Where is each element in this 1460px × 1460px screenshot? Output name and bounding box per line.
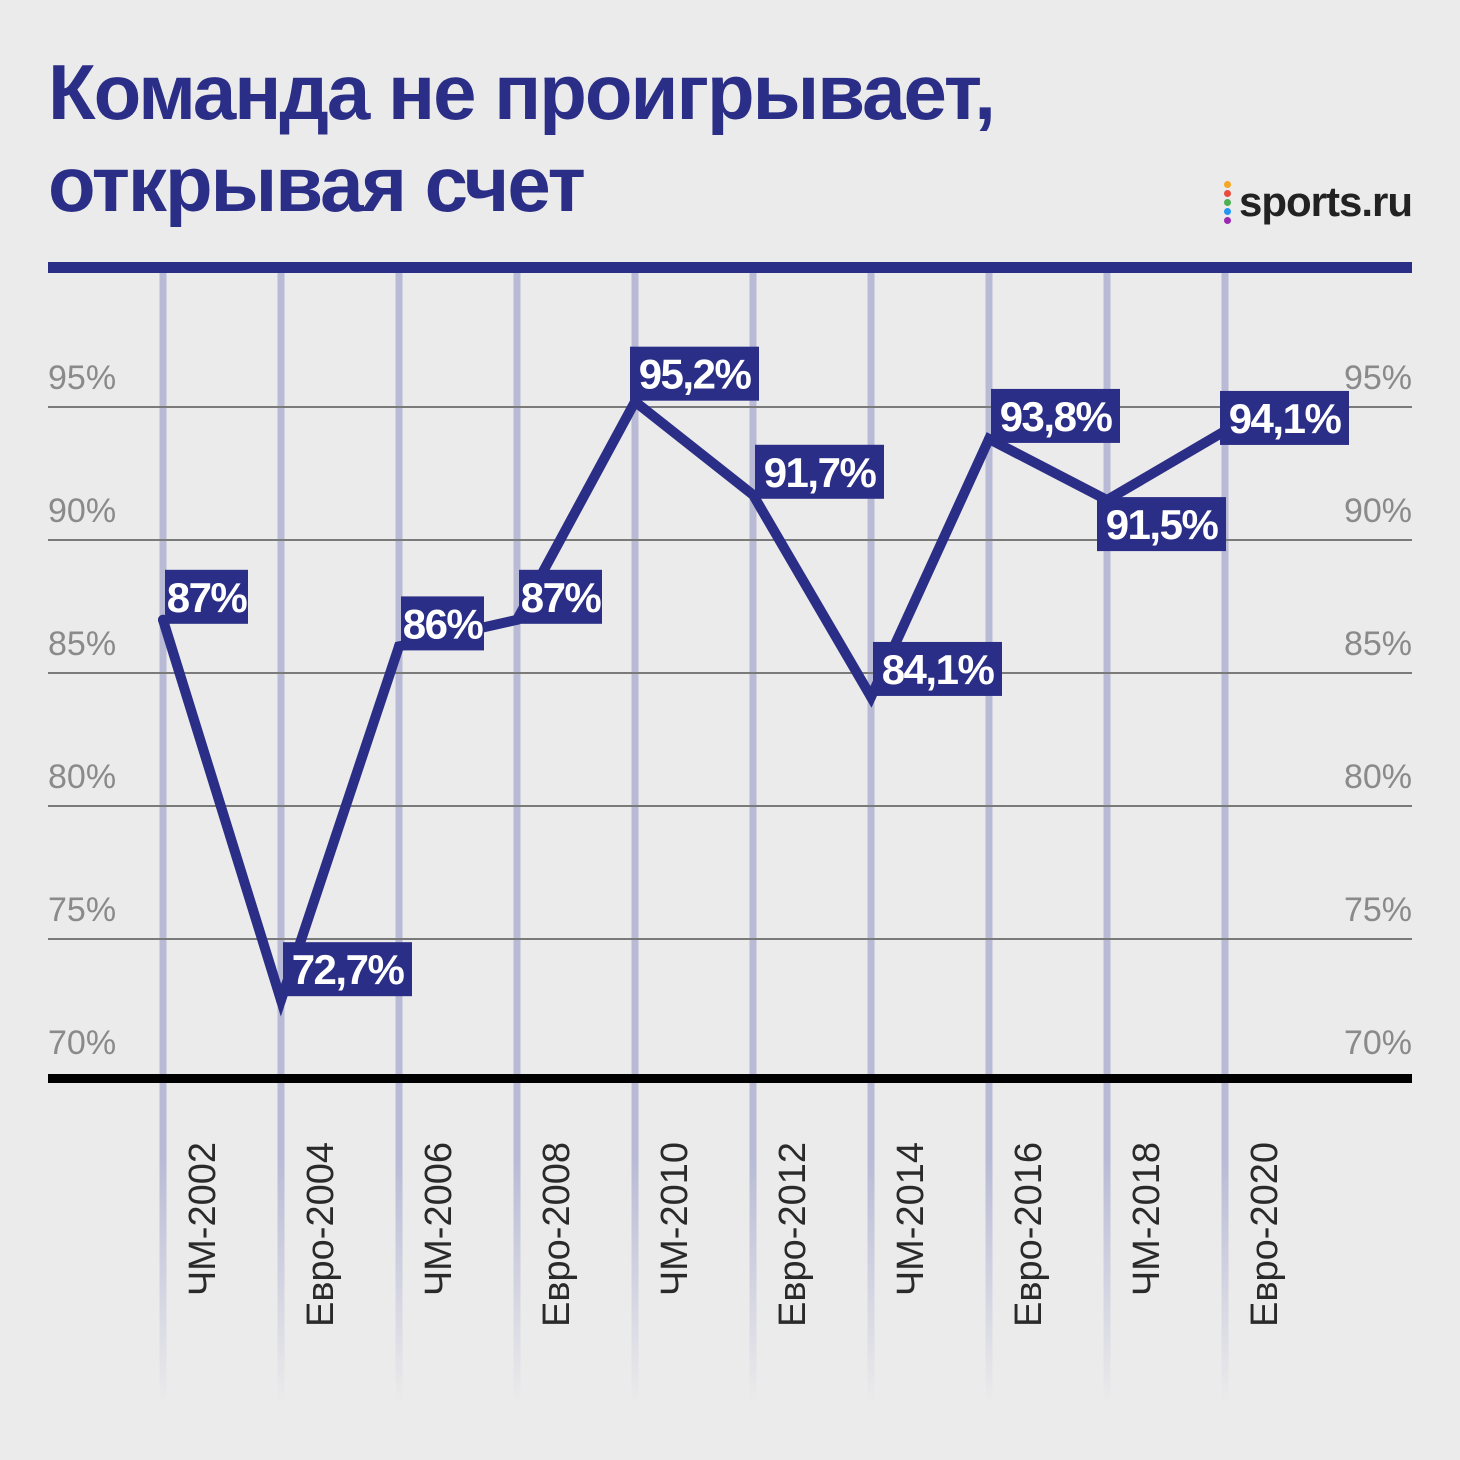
brand-logo: sports.ru (1223, 178, 1413, 226)
baseline (48, 1074, 1412, 1083)
y-tick-label-left: 85% (48, 625, 116, 663)
category-line (395, 273, 403, 1403)
y-tick-label-right: 80% (1344, 758, 1412, 796)
value-label: 91,7% (764, 449, 877, 496)
x-tick-label: ЧМ-2006 (418, 1142, 460, 1296)
value-label-box (991, 388, 1120, 443)
x-tick-label: ЧМ-2014 (890, 1142, 932, 1296)
value-label-box (1220, 390, 1349, 445)
category-line (513, 273, 521, 1403)
title-line-2: открывая счет (48, 140, 586, 228)
x-tick-label: Евро-2008 (536, 1142, 578, 1327)
value-label-box (519, 569, 602, 624)
category-line (277, 273, 285, 1403)
x-tick-label: ЧМ-2010 (654, 1142, 696, 1296)
y-tick-label-left: 70% (48, 1024, 116, 1062)
value-label: 72,7% (292, 946, 405, 993)
series-line (158, 394, 1230, 1017)
x-tick-label: Евро-2012 (772, 1142, 814, 1327)
brand-dots-icon (1223, 180, 1231, 225)
x-tick-label: Евро-2004 (300, 1142, 342, 1327)
y-tick-label-left: 90% (48, 492, 116, 530)
chart-title: Команда не проигрывает, открывая счет (48, 46, 1148, 230)
y-tick-label-left: 80% (48, 758, 116, 796)
y-tick-label-right: 75% (1344, 891, 1412, 929)
category-line (985, 273, 993, 1403)
category-line (1103, 273, 1111, 1403)
value-label-box (165, 569, 248, 624)
data-point (276, 995, 286, 1006)
y-tick-label-left: 75% (48, 891, 116, 929)
value-label-box (283, 942, 412, 997)
category-line (867, 273, 875, 1403)
y-tick-label-right: 70% (1344, 1024, 1412, 1062)
y-tick-label-left: 95% (48, 359, 116, 397)
value-label: 84,1% (882, 646, 995, 693)
value-label: 93,8% (1000, 393, 1113, 440)
value-label-box (873, 641, 1002, 696)
category-line (1221, 273, 1229, 1403)
value-label: 86% (403, 600, 484, 647)
value-label-box (630, 346, 759, 401)
category-line (631, 273, 639, 1403)
y-tick-label-right: 85% (1344, 625, 1412, 663)
y-tick-label-right: 90% (1344, 492, 1412, 530)
value-label: 87% (167, 574, 248, 621)
value-label-box (755, 444, 884, 499)
value-label-box (401, 596, 484, 651)
top-rule (48, 262, 1412, 273)
value-label: 94,1% (1229, 395, 1342, 442)
title-line-1: Команда не проигрывает, (48, 48, 996, 136)
value-label-box (1097, 497, 1226, 552)
category-line (159, 273, 167, 1403)
x-tick-label: ЧМ-2018 (1126, 1142, 1168, 1296)
brand-name: sports.ru (1238, 178, 1413, 225)
x-tick-label: Евро-2020 (1244, 1142, 1286, 1327)
value-label: 87% (521, 574, 602, 621)
x-tick-label: Евро-2016 (1008, 1142, 1050, 1327)
category-line (749, 273, 757, 1403)
y-tick-label-right: 95% (1344, 359, 1412, 397)
value-label: 95,2% (639, 351, 752, 398)
value-label: 91,5% (1106, 501, 1219, 548)
x-tick-label: ЧМ-2002 (182, 1142, 224, 1296)
